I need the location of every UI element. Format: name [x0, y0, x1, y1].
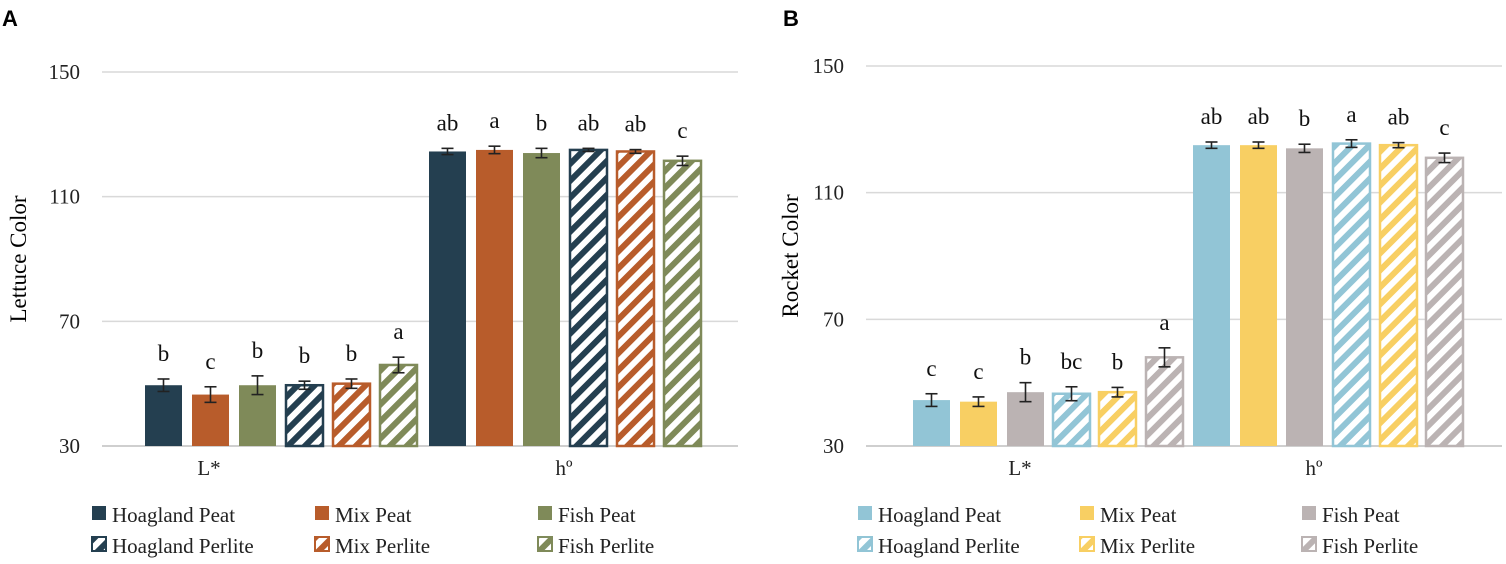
- significance-letter: b: [1020, 345, 1032, 370]
- legend-swatch: [538, 506, 552, 520]
- bar: [331, 382, 372, 448]
- legend-swatch: [1080, 506, 1094, 520]
- legend-label: Fish Perlite: [558, 534, 654, 558]
- legend-swatch: [92, 506, 106, 520]
- bar: [615, 150, 656, 448]
- significance-letter: ab: [1248, 104, 1270, 129]
- legend-label: Mix Peat: [1100, 503, 1177, 527]
- legend-label: Fish Peat: [558, 503, 636, 527]
- legend-swatch: [91, 536, 107, 552]
- significance-letter: c: [926, 356, 936, 381]
- bar: [1378, 143, 1419, 448]
- significance-letter: ab: [437, 110, 459, 135]
- significance-letter: ab: [625, 112, 647, 137]
- bar: [1240, 145, 1277, 446]
- x-category-label: L*: [197, 456, 220, 480]
- bar: [145, 385, 182, 446]
- significance-letter: c: [205, 349, 215, 374]
- legend-swatch: [314, 536, 330, 552]
- significance-letter: a: [489, 108, 499, 133]
- panel-label: A: [2, 6, 18, 31]
- bar: [1144, 356, 1185, 448]
- y-axis-label: Lettuce Color: [6, 195, 31, 322]
- y-tick-label: 70: [59, 309, 80, 333]
- significance-letter: a: [1346, 102, 1356, 127]
- y-axis-label: Rocket Color: [778, 194, 803, 318]
- bar: [1286, 148, 1323, 447]
- x-category-label: hº: [1305, 456, 1323, 480]
- legend-swatch: [857, 536, 873, 552]
- x-category-label: L*: [1008, 456, 1031, 480]
- bar: [284, 383, 325, 448]
- legend-label: Mix Peat: [335, 503, 412, 527]
- significance-letter: b: [299, 343, 311, 368]
- significance-letter: ab: [1388, 105, 1410, 130]
- bar: [960, 401, 997, 446]
- legend-label: Hoagland Perlite: [112, 534, 254, 558]
- bar: [913, 400, 950, 446]
- y-tick-label: 110: [813, 181, 844, 205]
- legend-label: Hoagland Peat: [878, 503, 1001, 527]
- bar: [1193, 145, 1230, 446]
- y-tick-label: 30: [59, 434, 80, 458]
- significance-letter: b: [1112, 349, 1124, 374]
- bar: [378, 363, 419, 448]
- bar: [568, 148, 609, 448]
- significance-letter: b: [252, 338, 264, 363]
- legend-label: Hoagland Peat: [112, 503, 235, 527]
- significance-letter: ab: [578, 110, 600, 135]
- y-tick-label: 150: [49, 60, 81, 84]
- bar: [1097, 390, 1138, 448]
- legend-label: Fish Peat: [1322, 503, 1400, 527]
- legend-swatch: [1079, 536, 1095, 552]
- bar: [662, 159, 703, 448]
- bar: [1051, 392, 1092, 448]
- legend-label: Fish Perlite: [1322, 534, 1418, 558]
- legend-swatch: [315, 506, 329, 520]
- significance-letter: a: [393, 319, 403, 344]
- y-tick-label: 110: [49, 185, 80, 209]
- significance-letter: bc: [1061, 349, 1083, 374]
- bar: [1331, 142, 1372, 448]
- panel-label: B: [783, 6, 799, 31]
- y-tick-label: 30: [823, 434, 844, 458]
- significance-letter: b: [158, 341, 170, 366]
- bar: [1424, 156, 1465, 448]
- significance-letter: b: [536, 110, 548, 135]
- legend-label: Mix Perlite: [1100, 534, 1195, 558]
- legend-label: Hoagland Perlite: [878, 534, 1020, 558]
- legend-swatch: [1302, 506, 1316, 520]
- x-category-label: hº: [555, 456, 573, 480]
- significance-letter: c: [1439, 115, 1449, 140]
- significance-letter: b: [1299, 106, 1311, 131]
- legend-swatch: [858, 506, 872, 520]
- significance-letter: c: [973, 359, 983, 384]
- y-tick-label: 150: [813, 54, 845, 78]
- bar: [476, 149, 513, 446]
- significance-letter: a: [1159, 310, 1169, 335]
- bar: [429, 151, 466, 446]
- legend-swatch: [1301, 536, 1317, 552]
- significance-letter: ab: [1201, 104, 1223, 129]
- y-tick-label: 70: [823, 307, 844, 331]
- legend-label: Mix Perlite: [335, 534, 430, 558]
- significance-letter: c: [677, 118, 687, 143]
- legend-swatch: [537, 536, 553, 552]
- significance-letter: b: [346, 341, 358, 366]
- bar: [523, 153, 560, 447]
